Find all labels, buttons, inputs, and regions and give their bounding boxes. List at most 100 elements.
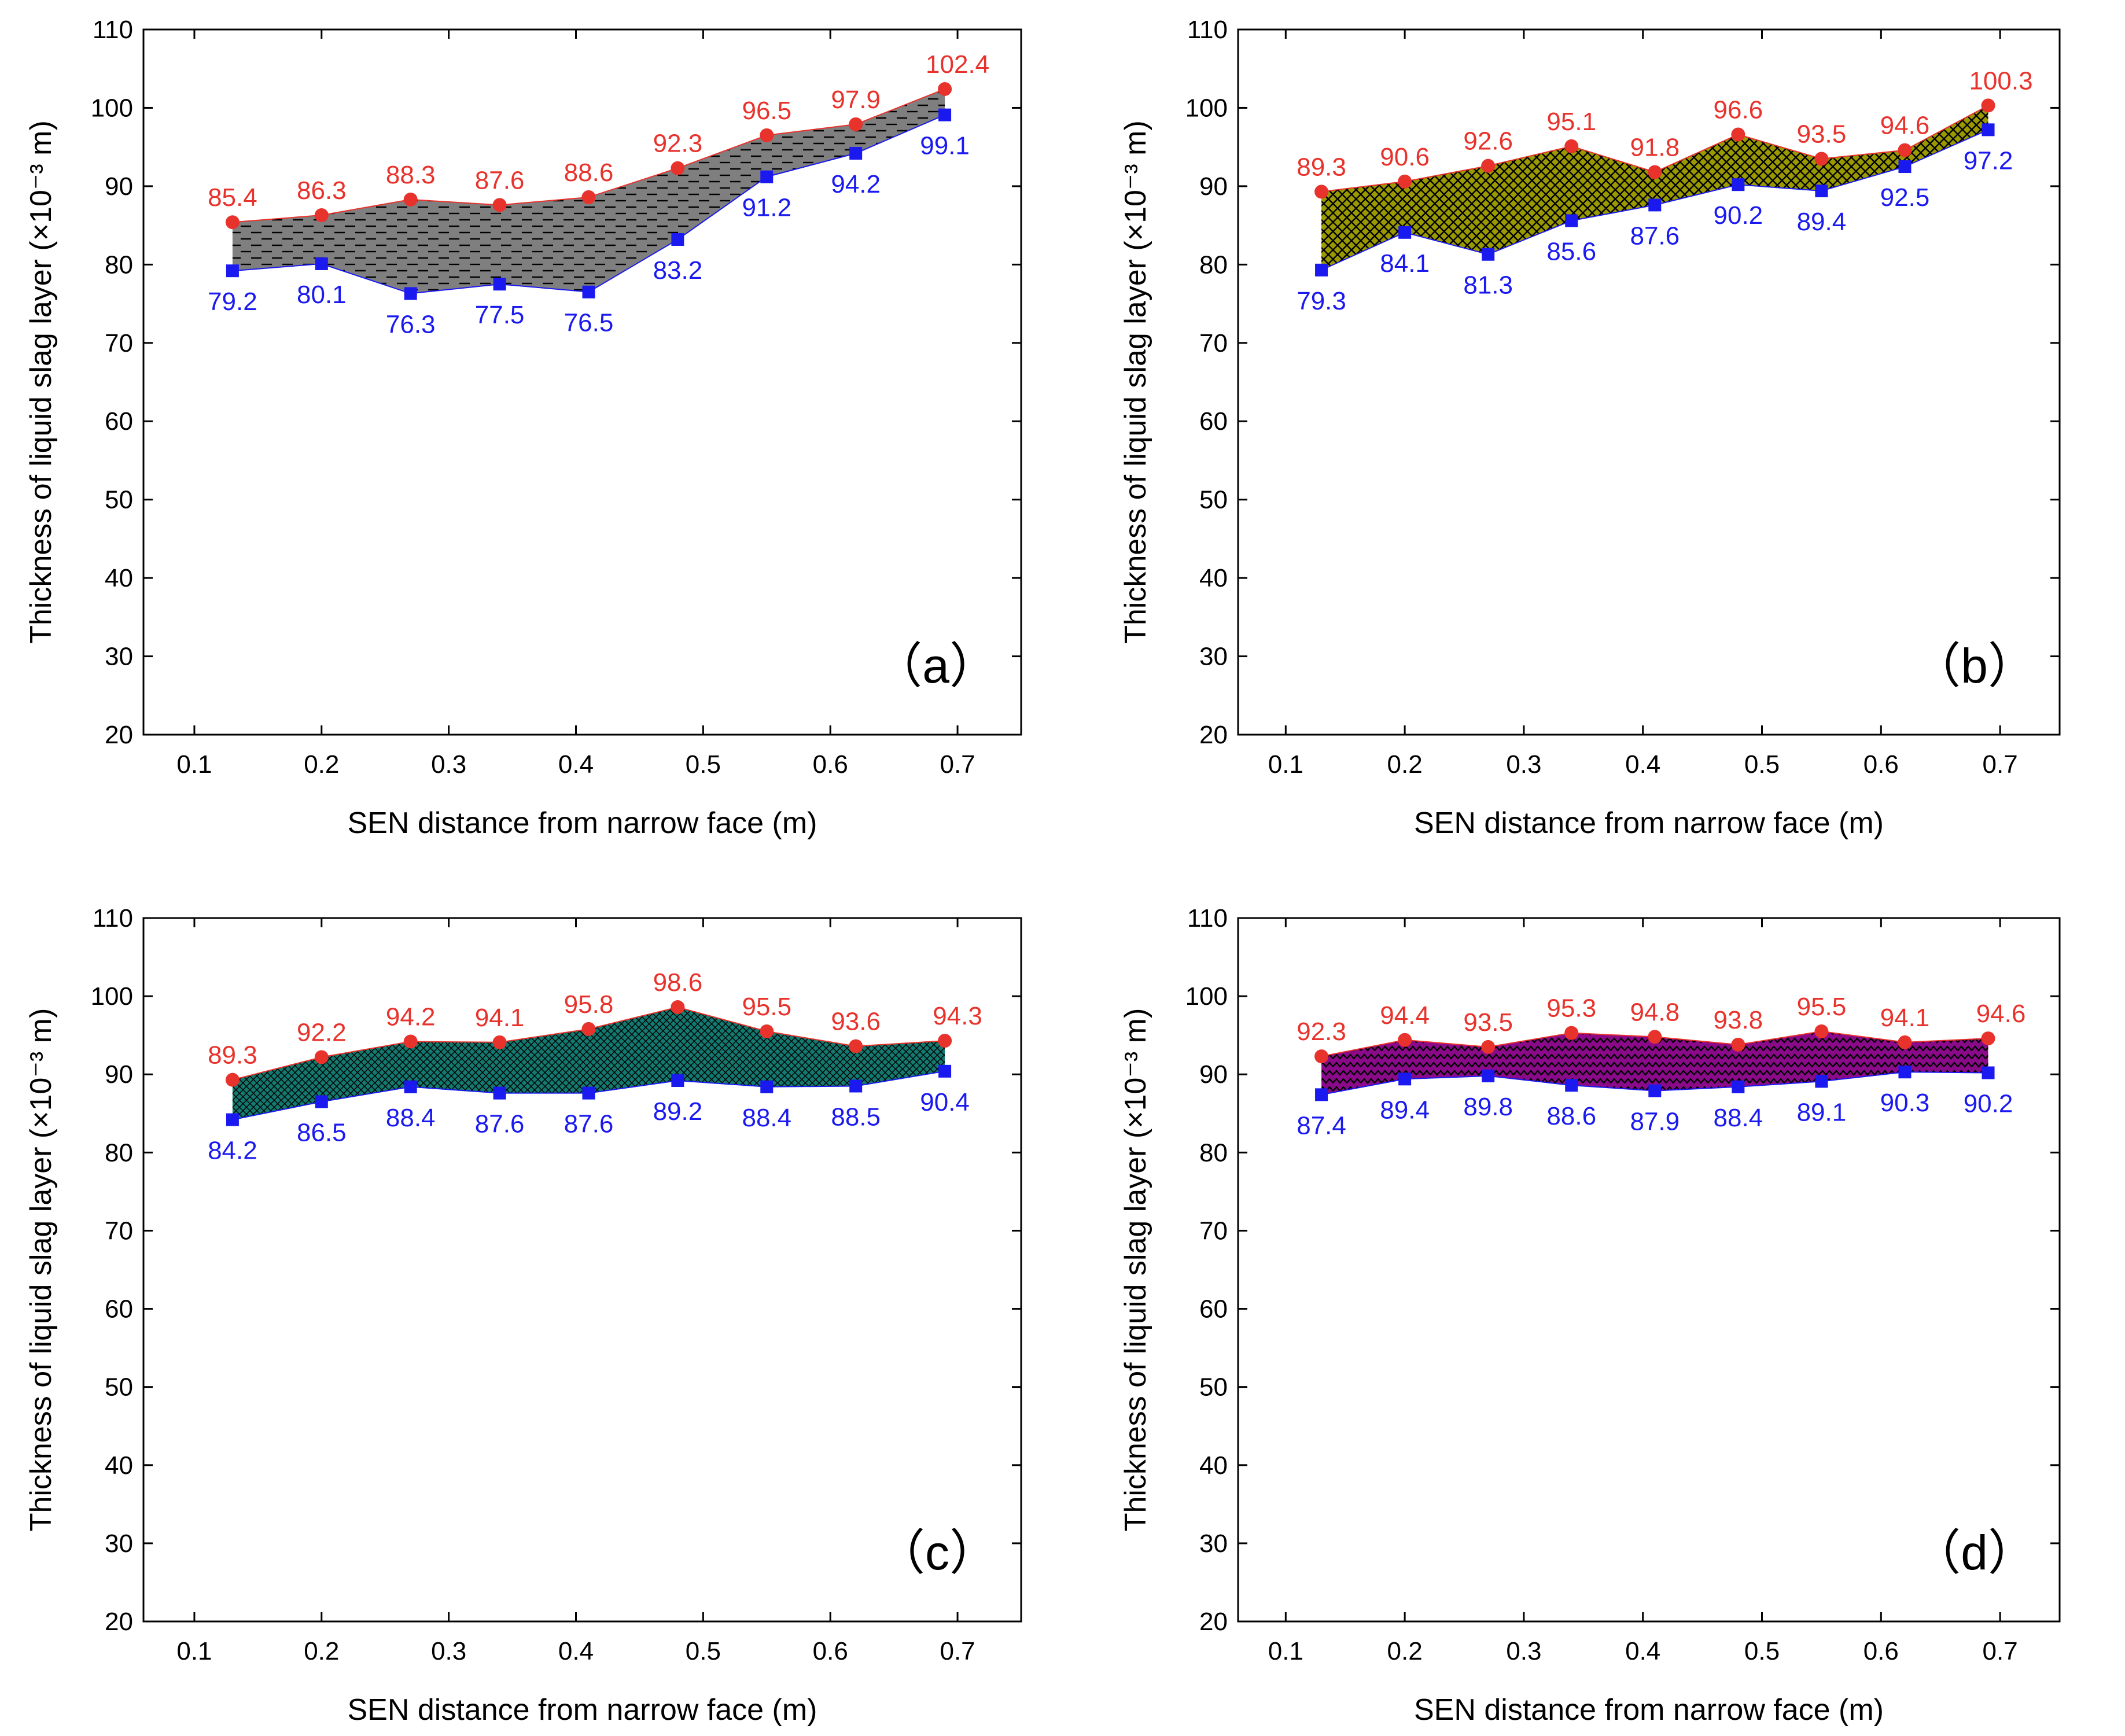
upper-value-label: 94.8: [1630, 998, 1680, 1026]
lower-value-label: 88.4: [386, 1104, 436, 1132]
y-tick-label: 60: [1199, 407, 1228, 436]
lower-point: [404, 1081, 417, 1093]
lower-point: [671, 1074, 684, 1087]
y-tick-label: 80: [1199, 1138, 1228, 1167]
lower-point: [1315, 264, 1328, 277]
lower-value-label: 84.2: [208, 1137, 257, 1165]
lower-value-label: 79.2: [208, 288, 257, 316]
y-tick-label: 70: [1199, 1217, 1228, 1245]
lower-value-label: 89.1: [1797, 1098, 1847, 1126]
upper-point: [671, 1000, 684, 1014]
upper-value-label: 102.4: [926, 50, 989, 79]
upper-value-label: 100.3: [1969, 67, 2032, 95]
upper-point: [493, 198, 507, 212]
upper-value-label: 96.5: [742, 97, 791, 125]
lower-value-label: 89.4: [1797, 208, 1847, 236]
x-tick-label: 0.7: [940, 750, 975, 779]
upper-point: [849, 117, 863, 131]
lower-value-label: 87.6: [475, 1110, 525, 1138]
upper-point: [1814, 1024, 1828, 1038]
y-axis-title: Thickness of liquid slag layer (×10⁻³ m): [1119, 1008, 1152, 1532]
lower-value-label: 92.5: [1880, 183, 1930, 212]
x-tick-label: 0.3: [431, 1637, 466, 1665]
upper-value-label: 93.5: [1463, 1008, 1513, 1037]
upper-value-label: 98.6: [653, 968, 703, 997]
y-tick-label: 80: [1199, 250, 1228, 279]
y-tick-label: 40: [105, 1451, 133, 1480]
x-tick-label: 0.1: [1268, 1637, 1303, 1665]
y-tick-label: 20: [1199, 1608, 1228, 1636]
lower-value-label: 90.2: [1714, 201, 1763, 230]
x-tick-label: 0.3: [431, 750, 466, 779]
lower-point: [582, 1087, 595, 1100]
upper-value-label: 86.3: [297, 176, 347, 205]
lower-point: [404, 287, 417, 300]
chart-panel-a: 85.4 79.2 86.3 80.1 88.3 76.3 87.6 77.5 88.6 76.5…: [24, 16, 1021, 840]
lower-value-label: 91.2: [742, 194, 791, 222]
panel-label: （a）: [874, 639, 998, 693]
lower-point: [1982, 123, 1995, 136]
y-axis-title: Thickness of liquid slag layer (×10⁻³ m): [1119, 120, 1152, 644]
lower-value-label: 84.1: [1380, 249, 1430, 278]
lower-value-label: 87.6: [1630, 222, 1680, 250]
upper-point: [1648, 1030, 1662, 1044]
y-tick-label: 100: [1185, 94, 1228, 122]
lower-value-label: 87.4: [1297, 1111, 1346, 1140]
upper-point: [1731, 1038, 1745, 1052]
upper-point: [1814, 152, 1828, 165]
y-tick-label: 110: [93, 16, 133, 44]
upper-value-label: 91.8: [1630, 134, 1680, 162]
y-tick-label: 60: [105, 1295, 133, 1324]
upper-value-label: 88.6: [564, 159, 614, 187]
lower-value-label: 87.6: [564, 1110, 614, 1138]
upper-point: [849, 1040, 863, 1053]
lower-point: [1482, 248, 1494, 261]
x-tick-label: 0.5: [686, 1637, 721, 1665]
upper-value-label: 85.4: [208, 183, 257, 212]
y-tick-label: 110: [1187, 904, 1228, 932]
upper-value-label: 95.1: [1546, 108, 1596, 136]
upper-point: [671, 161, 684, 175]
x-tick-label: 0.1: [1268, 750, 1303, 779]
x-tick-label: 0.1: [176, 750, 212, 779]
y-tick-label: 50: [1199, 1373, 1228, 1402]
upper-point: [1481, 159, 1495, 173]
upper-point: [226, 1073, 240, 1087]
lower-value-label: 90.2: [1964, 1090, 2013, 1118]
upper-point: [1982, 1031, 1995, 1045]
y-tick-label: 80: [105, 1138, 133, 1167]
lower-point: [849, 147, 862, 160]
lower-point: [938, 109, 951, 121]
lower-point: [1398, 226, 1411, 239]
upper-point: [404, 193, 418, 207]
lower-point: [1982, 1067, 1995, 1079]
upper-point: [493, 1035, 507, 1049]
x-tick-label: 0.4: [1625, 1637, 1660, 1665]
upper-point: [1731, 127, 1745, 141]
upper-point: [315, 208, 329, 222]
y-tick-label: 110: [93, 904, 133, 932]
y-tick-label: 20: [105, 1608, 133, 1636]
upper-value-label: 88.3: [386, 161, 436, 189]
x-tick-label: 0.7: [1983, 750, 2018, 779]
upper-value-label: 94.6: [1976, 1000, 2026, 1028]
lower-value-label: 99.1: [920, 132, 970, 160]
upper-value-label: 94.1: [475, 1004, 525, 1032]
upper-value-label: 95.5: [1797, 993, 1847, 1021]
upper-value-label: 92.6: [1463, 127, 1513, 156]
lower-value-label: 97.2: [1964, 146, 2013, 175]
lower-value-label: 80.1: [297, 281, 347, 309]
lower-point: [760, 171, 773, 183]
y-tick-label: 90: [105, 172, 133, 201]
x-tick-label: 0.7: [940, 1637, 975, 1665]
lower-point: [1898, 160, 1911, 173]
lower-point: [226, 1114, 239, 1126]
y-tick-label: 110: [1187, 16, 1228, 44]
lower-value-label: 83.2: [653, 256, 703, 285]
x-tick-label: 0.3: [1506, 1637, 1541, 1665]
upper-point: [581, 190, 595, 204]
y-tick-label: 30: [105, 643, 133, 671]
y-tick-label: 100: [91, 982, 133, 1011]
chart-panel-b: 89.379.390.684.192.681.395.185.691.887.6…: [1119, 16, 2060, 840]
y-tick-label: 30: [1199, 643, 1228, 671]
